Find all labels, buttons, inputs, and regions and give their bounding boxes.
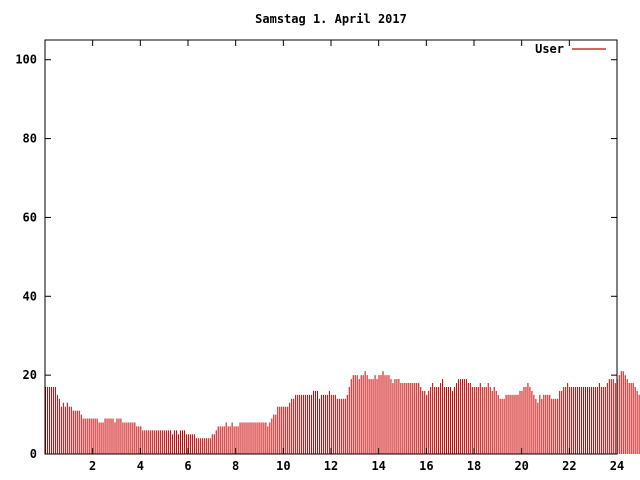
x-tick-label: 10 [276,459,290,473]
y-tick-label: 60 [23,210,37,224]
y-tick-label: 40 [23,289,37,303]
x-tick-label: 8 [232,459,239,473]
x-tick-label: 2 [89,459,96,473]
legend-label-user: User [535,42,564,56]
plot-frame [44,39,618,455]
x-tick-label: 24 [610,459,624,473]
x-tick-label: 18 [467,459,481,473]
x-tick-label: 12 [324,459,338,473]
y-tick-label: 100 [15,53,37,67]
y-tick-label: 0 [30,447,37,461]
y-tick-label: 80 [23,132,37,146]
bar-series [45,371,640,454]
y-tick-label: 20 [23,368,37,382]
chart-title: Samstag 1. April 2017 [255,12,407,26]
x-tick-label: 22 [562,459,576,473]
legend: User [535,42,606,56]
x-tick-label: 14 [371,459,385,473]
x-tick-label: 6 [184,459,191,473]
x-tick-label: 20 [514,459,528,473]
x-tick-label: 4 [137,459,144,473]
x-tick-label: 16 [419,459,433,473]
